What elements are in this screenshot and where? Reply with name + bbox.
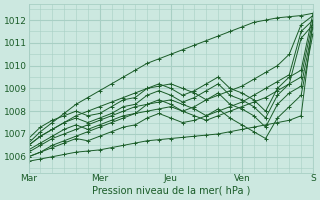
X-axis label: Pression niveau de la mer( hPa ): Pression niveau de la mer( hPa ) — [92, 186, 250, 196]
